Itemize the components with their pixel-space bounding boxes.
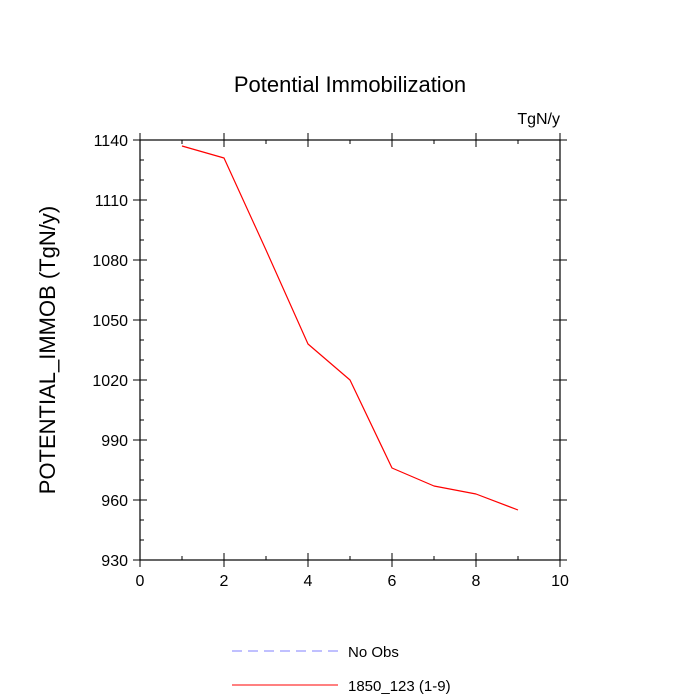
- units-label: TgN/y: [517, 111, 560, 128]
- y-tick-label: 1080: [92, 253, 128, 270]
- chart-title: Potential Immobilization: [234, 72, 466, 97]
- plot-frame: [139, 139, 561, 561]
- y-tick-label: 1050: [92, 313, 128, 330]
- series-group: [181, 145, 519, 511]
- legend: No Obs 1850_123 (1-9): [232, 644, 451, 695]
- y-axis-label: POTENTIAL_IMMOB (TgN/y): [35, 206, 60, 494]
- y-tick-label: 960: [101, 493, 128, 510]
- y-tick-label: 1140: [94, 133, 129, 150]
- y-tick-label: 1110: [95, 193, 128, 210]
- legend-label: No Obs: [348, 644, 399, 661]
- x-tick-label: 8: [472, 573, 481, 590]
- axis-ticks: 0 2 4 6 8 10 930 960 990 1020 1050 1080 1110 1140: [92, 133, 569, 590]
- x-tick-label: 4: [304, 573, 313, 590]
- y-tick-label: 990: [101, 433, 128, 450]
- x-tick-label: 2: [220, 573, 229, 590]
- series-line: [181, 145, 519, 511]
- y-tick-label: 930: [101, 553, 128, 570]
- legend-label: 1850_123 (1-9): [348, 678, 451, 695]
- x-tick-label: 6: [388, 573, 397, 590]
- x-tick-label: 0: [136, 573, 145, 590]
- y-tick-label: 1020: [92, 373, 128, 390]
- x-tick-label: 10: [551, 573, 569, 590]
